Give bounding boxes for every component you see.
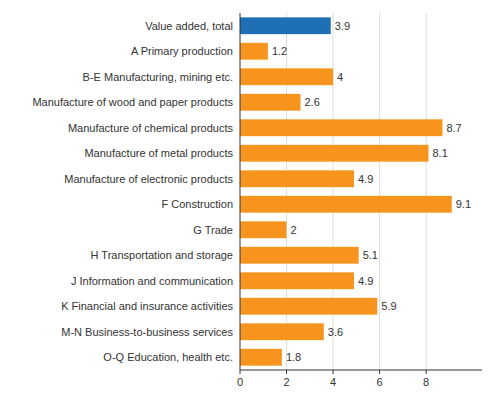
- tick-label: 0: [237, 376, 243, 388]
- category-label: B-E Manufacturing, mining etc.: [83, 71, 233, 83]
- category-label: Manufacture of electronic products: [64, 173, 233, 185]
- tick-label: 6: [377, 376, 383, 388]
- category-label: O-Q Education, health etc.: [103, 351, 233, 363]
- bar: [240, 68, 333, 85]
- chart-container: 3.9 1.2 4 2.6 8.7 8.1 4.9 9.1 2 5.1 4.9 5.9 3.6 1.8 Va…: [0, 0, 491, 416]
- bar: [240, 247, 359, 264]
- data-label: 1.8: [286, 351, 301, 363]
- category-label: J Information and communication: [71, 275, 233, 287]
- data-label: 5.9: [381, 300, 396, 312]
- tick-mark: [426, 370, 427, 374]
- data-label: 4.9: [358, 275, 373, 287]
- bars: [240, 17, 452, 365]
- category-label: A Primary production: [131, 45, 233, 57]
- data-label: 3.9: [335, 20, 350, 32]
- data-label: 9.1: [456, 198, 471, 210]
- category-label: M-N Business-to-business services: [61, 326, 233, 338]
- bar: [240, 298, 377, 315]
- grid-line: [333, 13, 334, 370]
- data-label: 8.7: [446, 122, 461, 134]
- data-label: 8.1: [432, 147, 447, 159]
- data-label: 2: [291, 224, 297, 236]
- bar: [240, 94, 301, 111]
- bar: [240, 145, 428, 162]
- data-label: 4.9: [358, 173, 373, 185]
- data-label: 5.1: [363, 249, 378, 261]
- bar: [240, 170, 354, 187]
- category-label: Value added, total: [145, 20, 233, 32]
- bar: [240, 221, 287, 238]
- tick-label: 2: [283, 376, 289, 388]
- grid-line: [286, 13, 287, 370]
- tick-mark: [379, 370, 380, 374]
- bar: [240, 119, 442, 136]
- category-label: F Construction: [161, 198, 233, 210]
- category-label: G Trade: [193, 224, 233, 236]
- data-label: 3.6: [328, 326, 343, 338]
- tick-label: 8: [423, 376, 429, 388]
- bar: [240, 272, 354, 289]
- category-label: Manufacture of metal products: [84, 147, 233, 159]
- y-axis-line: [240, 13, 241, 370]
- tick-mark: [286, 370, 287, 374]
- data-label: 4: [337, 71, 343, 83]
- bar: [240, 196, 452, 213]
- bar: [240, 349, 282, 366]
- tick-mark: [333, 370, 334, 374]
- chart-svg: 3.9 1.2 4 2.6 8.7 8.1 4.9 9.1 2 5.1 4.9 5.9 3.6 1.8 Va…: [0, 0, 491, 416]
- x-axis-line: [240, 370, 482, 371]
- category-label: H Transportation and storage: [91, 249, 233, 261]
- category-label: K Financial and insurance activities: [61, 300, 233, 312]
- bar: [240, 43, 268, 60]
- bar: [240, 323, 324, 340]
- tick-label: 4: [330, 376, 336, 388]
- grid-line: [379, 13, 380, 370]
- tick-mark: [240, 370, 241, 374]
- bar: [240, 17, 331, 34]
- grid-line: [426, 13, 427, 370]
- category-label: Manufacture of wood and paper products: [32, 96, 233, 108]
- data-label: 1.2: [272, 45, 287, 57]
- category-label: Manufacture of chemical products: [68, 122, 234, 134]
- data-label: 2.6: [305, 96, 320, 108]
